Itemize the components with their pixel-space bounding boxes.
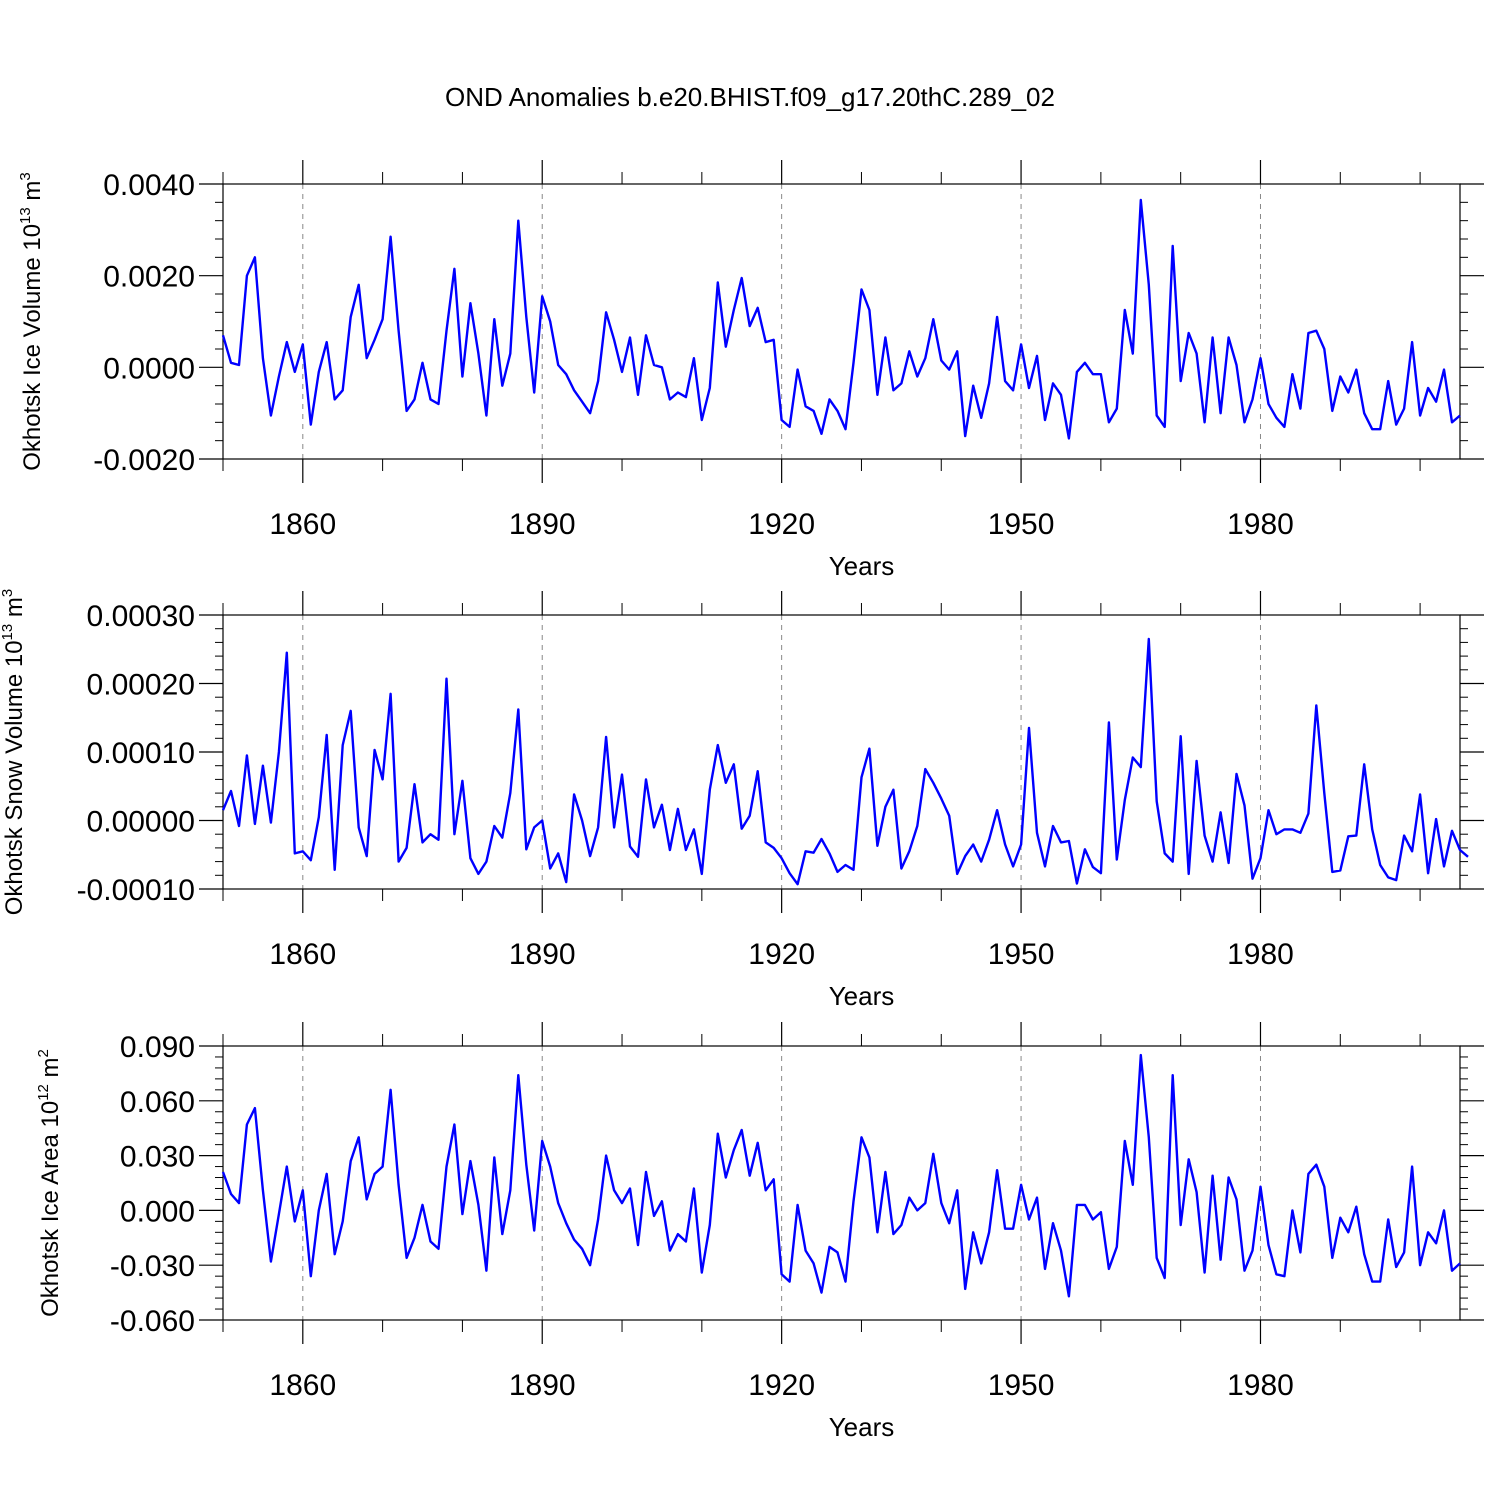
x-tick-label: 1860: [269, 1369, 336, 1402]
y-axis-label: Okhotsk Ice Volume 1013 m3: [17, 172, 46, 471]
y-tick-label: 0.0000: [103, 352, 195, 385]
series-line: [221, 1053, 1461, 1298]
x-tick-label: 1920: [748, 508, 815, 541]
x-tick-label: 1920: [748, 938, 815, 971]
plot-frame: [222, 614, 1461, 890]
y-tick-label: 0.030: [120, 1141, 195, 1174]
x-axis-label: Years: [829, 551, 895, 581]
x-tick-label: 1980: [1227, 508, 1294, 541]
x-tick-label: 1890: [509, 508, 576, 541]
x-tick-label: 1890: [509, 1369, 576, 1402]
y-axis-label: Okhotsk Ice Area 1012 m2: [35, 1049, 64, 1317]
x-tick-label: 1860: [269, 508, 336, 541]
x-tick-label: 1950: [988, 1369, 1055, 1402]
x-tick-label: 1920: [748, 1369, 815, 1402]
y-tick-label: 0.00020: [87, 669, 195, 702]
y-tick-label: 0.0020: [103, 261, 195, 294]
x-tick-label: 1860: [269, 938, 336, 971]
x-tick-label: 1980: [1227, 938, 1294, 971]
y-axis-label: Okhotsk Snow Volume 1013 m3: [0, 589, 28, 916]
y-tick-label: 0.00000: [87, 806, 195, 839]
y-tick-label: -0.0020: [93, 444, 195, 477]
x-axis-label: Years: [829, 981, 895, 1011]
x-tick-label: 1980: [1227, 1369, 1294, 1402]
y-tick-label: 0.060: [120, 1086, 195, 1119]
x-tick-label: 1950: [988, 938, 1055, 971]
y-tick-label: 0.00010: [87, 737, 195, 770]
y-tick-label: -0.030: [110, 1250, 195, 1283]
y-tick-label: -0.060: [110, 1305, 195, 1338]
x-tick-label: 1950: [988, 508, 1055, 541]
plot-frame: [222, 1045, 1461, 1321]
y-tick-label: 0.00030: [87, 600, 195, 633]
x-tick-label: 1890: [509, 938, 576, 971]
y-tick-label: 0.000: [120, 1195, 195, 1228]
figure-title: OND Anomalies b.e20.BHIST.f09_g17.20thC.…: [445, 82, 1055, 112]
y-tick-label: -0.00010: [77, 874, 195, 907]
series-line: [221, 637, 1469, 886]
y-tick-label: 0.0040: [103, 169, 195, 202]
y-tick-label: 0.090: [120, 1031, 195, 1064]
series-line: [221, 198, 1461, 440]
x-axis-label: Years: [829, 1412, 895, 1442]
plot-frame: [222, 183, 1461, 460]
